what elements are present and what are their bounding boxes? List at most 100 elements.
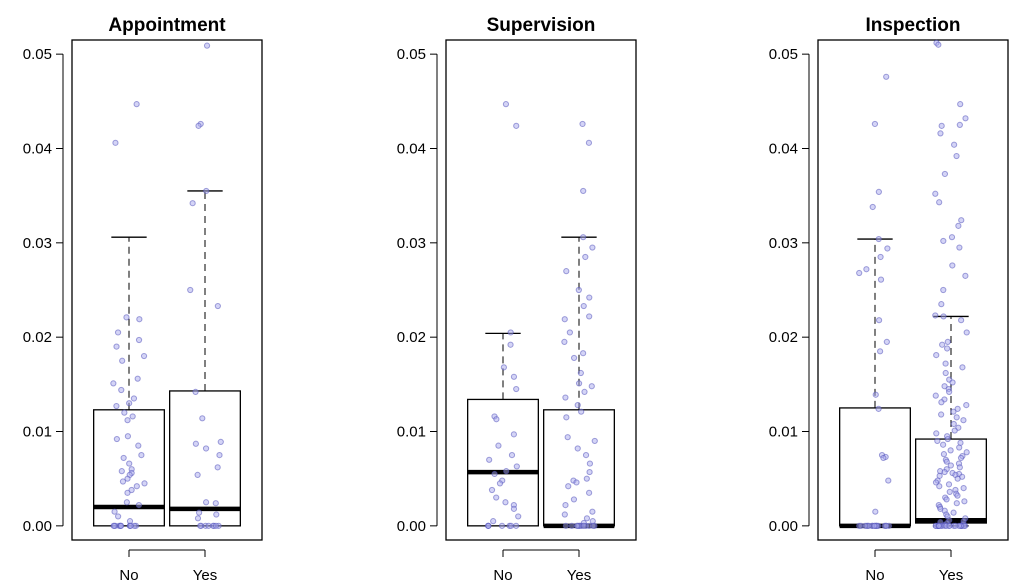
data-point [862, 522, 869, 529]
data-point [513, 463, 520, 470]
data-point [515, 513, 522, 520]
data-point [578, 408, 585, 415]
data-point [202, 499, 210, 506]
data-point [121, 409, 128, 416]
y-tick-label: 0.01 [23, 424, 52, 441]
data-point [946, 488, 953, 495]
data-point [941, 383, 948, 390]
y-tick-label: 0.01 [769, 424, 798, 441]
data-point [510, 373, 518, 380]
data-point [110, 380, 117, 387]
data-point [564, 434, 571, 441]
data-point [956, 244, 963, 251]
data-point [507, 329, 514, 336]
data-point [513, 122, 520, 129]
data-point [863, 266, 870, 273]
data-point [111, 522, 118, 529]
y-tick-label: 0.02 [23, 329, 52, 346]
data-point [212, 500, 219, 507]
data-point [579, 120, 586, 128]
data-point [513, 385, 520, 393]
data-point [956, 121, 963, 129]
box-no [839, 238, 911, 529]
data-point [574, 445, 581, 452]
data-point [938, 301, 945, 308]
data-point [943, 345, 951, 352]
data-point [942, 369, 949, 377]
data-point [583, 515, 591, 522]
data-point [938, 122, 945, 129]
box-yes [543, 236, 615, 529]
box-iqr [543, 409, 615, 527]
data-point [945, 481, 953, 488]
data-point [124, 475, 131, 482]
data-point [940, 286, 947, 294]
data-point [561, 511, 568, 518]
data-point [580, 187, 587, 195]
data-point [963, 449, 970, 456]
data-point [955, 222, 962, 229]
data-point [591, 437, 598, 445]
data-point [944, 435, 951, 443]
data-point [562, 394, 569, 401]
data-point [133, 483, 140, 490]
data-point [115, 513, 122, 520]
data-point [586, 313, 593, 320]
plot-frame [445, 39, 637, 541]
data-point [202, 445, 210, 452]
data-point [869, 203, 876, 211]
data-point [563, 414, 570, 421]
data-point [135, 442, 142, 449]
data-point [953, 152, 960, 160]
data-point [856, 269, 863, 277]
data-point [957, 454, 965, 462]
data-point [194, 515, 202, 522]
data-point [192, 388, 199, 395]
data-point [589, 244, 596, 251]
data-point [500, 364, 507, 371]
y-tick-label: 0.04 [397, 140, 426, 157]
data-point [956, 444, 963, 451]
data-point [941, 468, 948, 476]
data-point [187, 286, 194, 294]
data-point [503, 468, 510, 475]
data-point [214, 302, 221, 310]
data-point [124, 417, 131, 424]
y-tick-label: 0.04 [23, 140, 52, 157]
data-point [871, 120, 879, 128]
y-tick-label: 0.05 [769, 46, 798, 63]
data-point [126, 400, 133, 407]
data-point [568, 522, 575, 529]
x-category-label: Yes [939, 567, 963, 583]
data-point [951, 141, 958, 148]
data-point [486, 456, 493, 463]
data-point [510, 505, 518, 512]
data-point [954, 492, 961, 499]
data-point [957, 101, 964, 108]
panel-2: Inspection 0.00 0.01 0.02 0.03 0.04 0.05 No Yes [769, 15, 1009, 584]
data-point [513, 522, 520, 529]
data-point [875, 188, 882, 195]
data-point [488, 486, 496, 494]
data-point [135, 336, 143, 344]
box-iqr [467, 398, 539, 527]
data-point [566, 329, 573, 336]
data-point [195, 122, 202, 129]
data-point [885, 477, 892, 484]
panel-title: Supervision [487, 15, 596, 36]
box-iqr [839, 407, 911, 527]
data-point [563, 268, 570, 275]
data-point [507, 522, 515, 529]
data-point [938, 399, 945, 406]
data-point [944, 338, 951, 345]
data-point [580, 522, 587, 529]
x-category-label: No [493, 567, 512, 583]
data-point [588, 383, 595, 390]
data-point [562, 501, 569, 509]
data-point [203, 42, 211, 49]
box-no [467, 332, 539, 527]
y-tick-label: 0.03 [397, 235, 426, 252]
data-point [943, 458, 950, 465]
data-point [871, 522, 878, 529]
data-point [127, 522, 134, 529]
